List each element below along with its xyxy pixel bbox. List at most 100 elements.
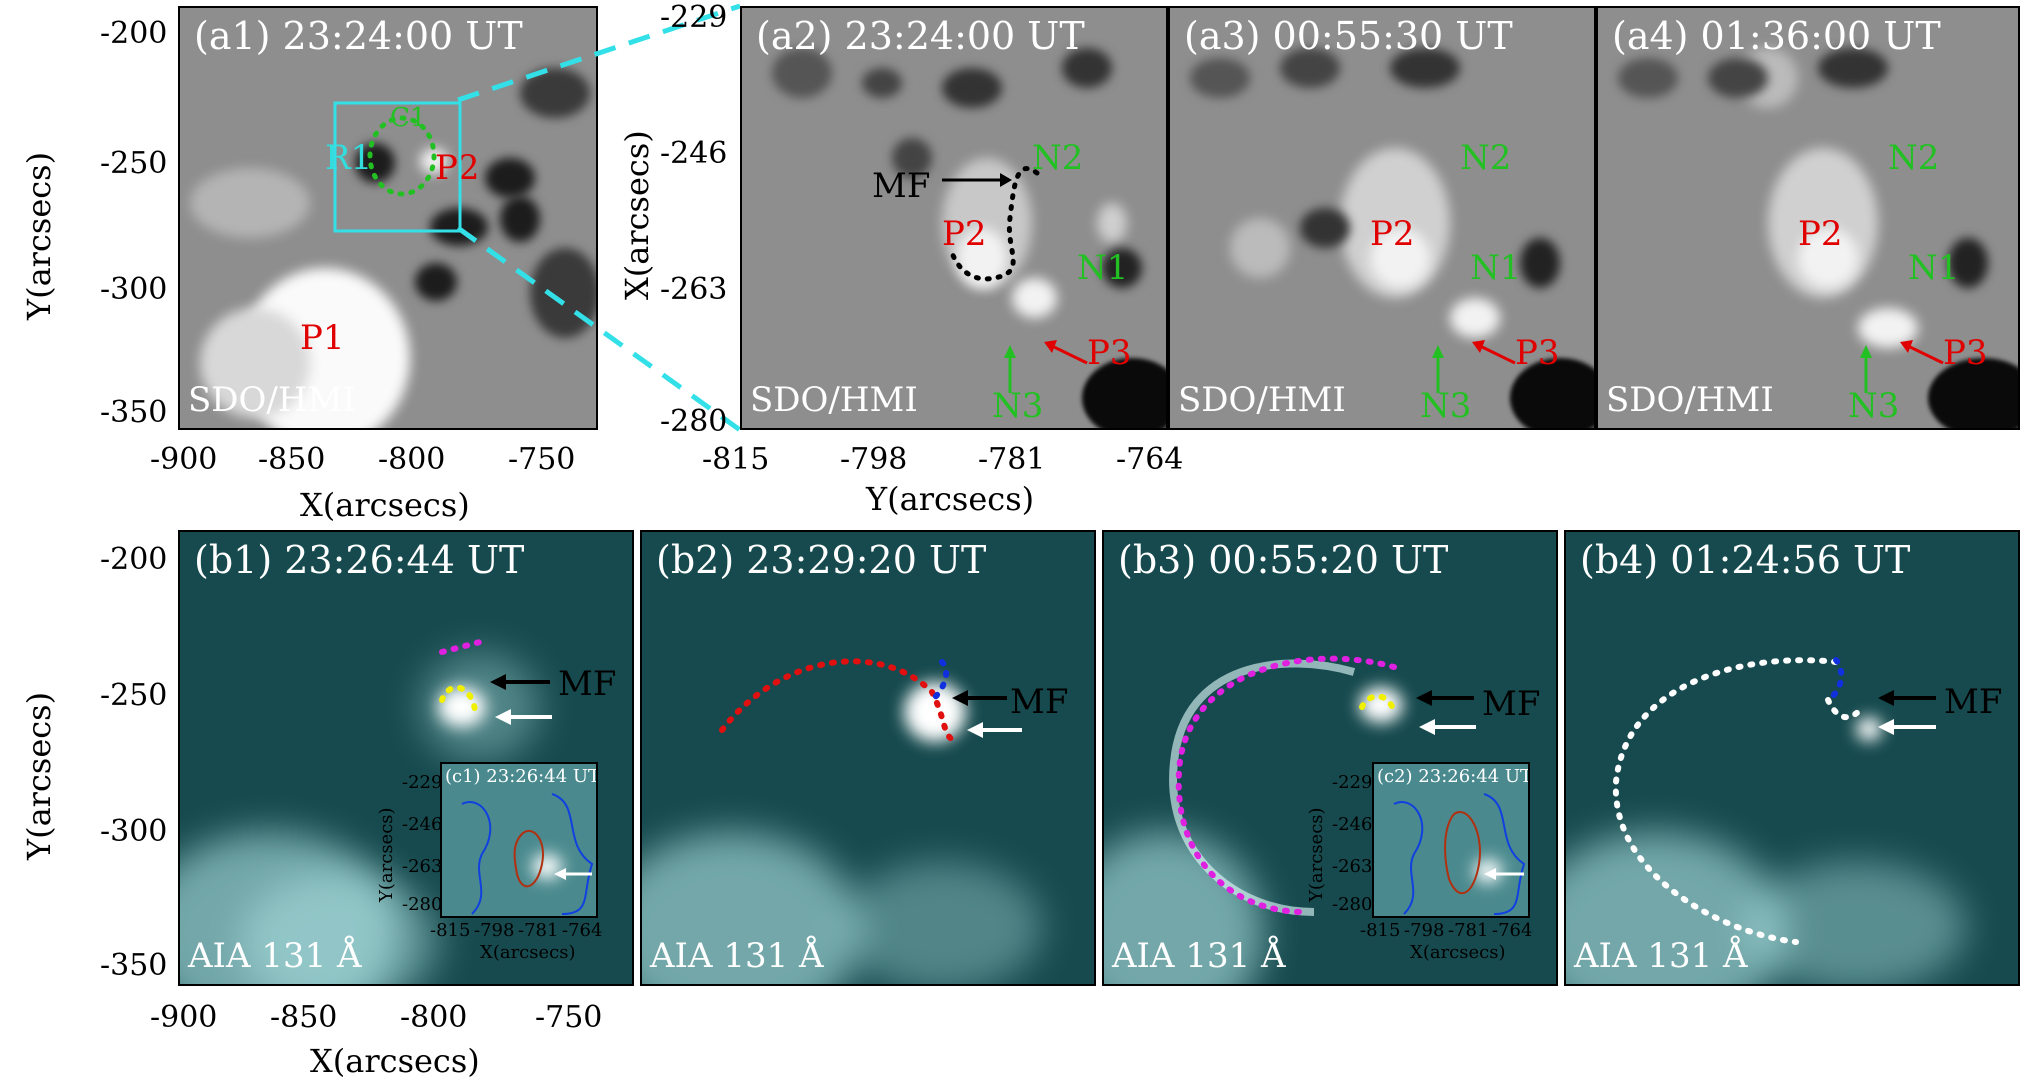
panel-b1-title: (b1) 23:26:44 UT — [194, 538, 525, 582]
panel-b2-instrument: AIA 131 Å — [650, 936, 824, 976]
b1-xtick-900: -900 — [150, 1000, 218, 1035]
inset-c2-xtick-764: -764 — [1492, 920, 1533, 941]
panel-b4-overlay — [1612, 657, 1936, 945]
polarity-n1-label: N1 — [1077, 248, 1129, 288]
mf-label: MF — [1944, 682, 2003, 722]
a1-xtick-850: -850 — [258, 442, 326, 477]
polarity-p3-label: P3 — [1943, 333, 1988, 373]
inset-c1-xtick-781: -781 — [518, 920, 559, 941]
panel-a2-title: (a2) 23:24:00 UT — [756, 14, 1085, 58]
panel-b3-title: (b3) 00:55:20 UT — [1118, 538, 1449, 582]
a2-xtick-764: -764 — [1116, 442, 1184, 477]
region-r1-box — [333, 101, 462, 233]
panel-b4-aia: (b4) 01:24:56 UT AIA 131 Å MF — [1564, 530, 2020, 986]
panel-b4-title: (b4) 01:24:56 UT — [1580, 538, 1911, 582]
panel-a4-title: (a4) 01:36:00 UT — [1612, 14, 1941, 58]
a1-ytick-350: -350 — [100, 395, 168, 430]
panel-a2-instrument: SDO/HMI — [750, 380, 918, 420]
b1-xlabel: X(arcsecs) — [310, 1042, 480, 1080]
inset-c2-ytick-246: -246 — [1332, 814, 1373, 835]
b1-ylabel: Y(arcsecs) — [20, 691, 58, 860]
inset-c2-ytick-280: -280 — [1332, 894, 1373, 915]
contour-c1 — [367, 115, 437, 197]
polarity-n2-label: N2 — [1032, 138, 1084, 178]
a2-ytick-229: -229 — [660, 0, 728, 35]
a2-ytick-246: -246 — [660, 136, 728, 171]
yellow-loop-dots — [439, 684, 478, 713]
panel-a4-hmi: (a4) 01:36:00 UT SDO/HMI P2 N2 N1 P3 N3 — [1596, 6, 2020, 430]
polarity-n3-label: N3 — [1420, 386, 1472, 426]
inset-c1-xtick-815: -815 — [430, 920, 471, 941]
polarity-p1-label: P1 — [300, 318, 345, 358]
inset-c2-xtick-798: -798 — [1404, 920, 1445, 941]
mf-label: MF — [872, 166, 931, 206]
panel-a2-overlay — [942, 166, 1088, 393]
panel-a2-hmi: (a2) 23:24:00 UT SDO/HMI MF P2 N2 N1 P3 … — [740, 6, 1168, 430]
red-arc-dots — [719, 658, 960, 745]
blue-loop-dots — [1825, 657, 1845, 703]
inset-c1-xtick-764: -764 — [562, 920, 603, 941]
polarity-n1-label: N1 — [1470, 248, 1522, 288]
panel-b3-aia: (b3) 00:55:20 UT AIA 131 Å MF (c2) 23:26… — [1102, 530, 1558, 986]
a1-xlabel: X(arcsecs) — [300, 486, 470, 524]
mf-label: MF — [558, 664, 617, 704]
panel-b3-instrument: AIA 131 Å — [1112, 936, 1286, 976]
b1-ytick-350: -350 — [100, 948, 168, 983]
polarity-n2-label: N2 — [1460, 138, 1512, 178]
panel-a1-overlay — [333, 101, 462, 233]
inset-c2-xlabel: X(arcsecs) — [1410, 942, 1506, 963]
region-r1-label: R1 — [325, 138, 373, 178]
panel-b2-aia: (b2) 23:29:20 UT AIA 131 Å MF — [640, 530, 1096, 986]
a2-ylabel: X(arcsecs) — [618, 130, 656, 300]
panel-b2-title: (b2) 23:29:20 UT — [656, 538, 987, 582]
inset-c1-ytick-263: -263 — [402, 856, 443, 877]
b1-ytick-300: -300 — [100, 814, 168, 849]
panel-b1-aia: (b1) 23:26:44 UT AIA 131 Å MF (c1) 23:26… — [178, 530, 634, 986]
inset-c2-xtick-815: -815 — [1360, 920, 1401, 941]
inset-c2-title: (c2) 23:26:44 UT — [1377, 766, 1530, 787]
panel-a3-overlay — [1432, 340, 1516, 393]
white-arc-dots — [1612, 657, 1839, 945]
panel-a3-instrument: SDO/HMI — [1178, 380, 1346, 420]
polarity-n1-label: N1 — [1908, 248, 1960, 288]
inset-c1-xtick-798: -798 — [474, 920, 515, 941]
panel-a1-instrument: SDO/HMI — [188, 380, 356, 420]
polarity-n2-label: N2 — [1888, 138, 1940, 178]
polarity-n3-label: N3 — [1848, 386, 1900, 426]
b1-xtick-850: -850 — [270, 1000, 338, 1035]
panel-a3-hmi: (a3) 00:55:30 UT SDO/HMI P2 N2 N1 P3 N3 — [1168, 6, 1596, 430]
inset-c1-ytick-246: -246 — [402, 814, 443, 835]
panel-a4-overlay — [1860, 340, 1944, 393]
a1-ytick-300: -300 — [100, 272, 168, 307]
inset-c1-ytick-229: -229 — [402, 772, 443, 793]
mf-label: MF — [1482, 684, 1541, 724]
b1-ytick-200: -200 — [100, 542, 168, 577]
panel-b4-instrument: AIA 131 Å — [1574, 936, 1748, 976]
a2-xlabel: Y(arcsecs) — [866, 480, 1035, 518]
inset-c2: (c2) 23:26:44 UT — [1372, 762, 1530, 918]
a2-ytick-280: -280 — [660, 404, 728, 439]
panel-b1-overlay — [439, 639, 552, 725]
polarity-p2-label: P2 — [942, 214, 987, 254]
inset-c2-contours — [1393, 793, 1526, 915]
yellow-loop-dots — [1359, 693, 1397, 715]
a2-xtick-815: -815 — [702, 442, 770, 477]
blue-loop-dots — [929, 659, 950, 703]
panel-a4-instrument: SDO/HMI — [1606, 380, 1774, 420]
inset-c2-ylabel: Y(arcsecs) — [1306, 807, 1327, 902]
inset-c2-ytick-263: -263 — [1332, 856, 1373, 877]
polarity-p3-label: P3 — [1515, 333, 1560, 373]
a2-ytick-263: -263 — [660, 272, 728, 307]
a1-xtick-800: -800 — [378, 442, 446, 477]
b1-ytick-250: -250 — [100, 678, 168, 713]
magenta-loop-dots — [439, 639, 483, 655]
inset-c1-contours — [461, 793, 594, 915]
panel-b1-instrument: AIA 131 Å — [188, 936, 362, 976]
b1-xtick-800: -800 — [400, 1000, 468, 1035]
panel-b3-overlay — [1169, 655, 1476, 916]
panel-a1-hmi: (a1) 23:24:00 UT SDO/HMI R1 C1 P2 P1 — [178, 6, 598, 430]
a2-xtick-781: -781 — [978, 442, 1046, 477]
inset-c1-title: (c1) 23:26:44 UT — [445, 766, 598, 787]
polarity-p2-label: P2 — [1798, 214, 1843, 254]
a1-ytick-250: -250 — [100, 146, 168, 181]
